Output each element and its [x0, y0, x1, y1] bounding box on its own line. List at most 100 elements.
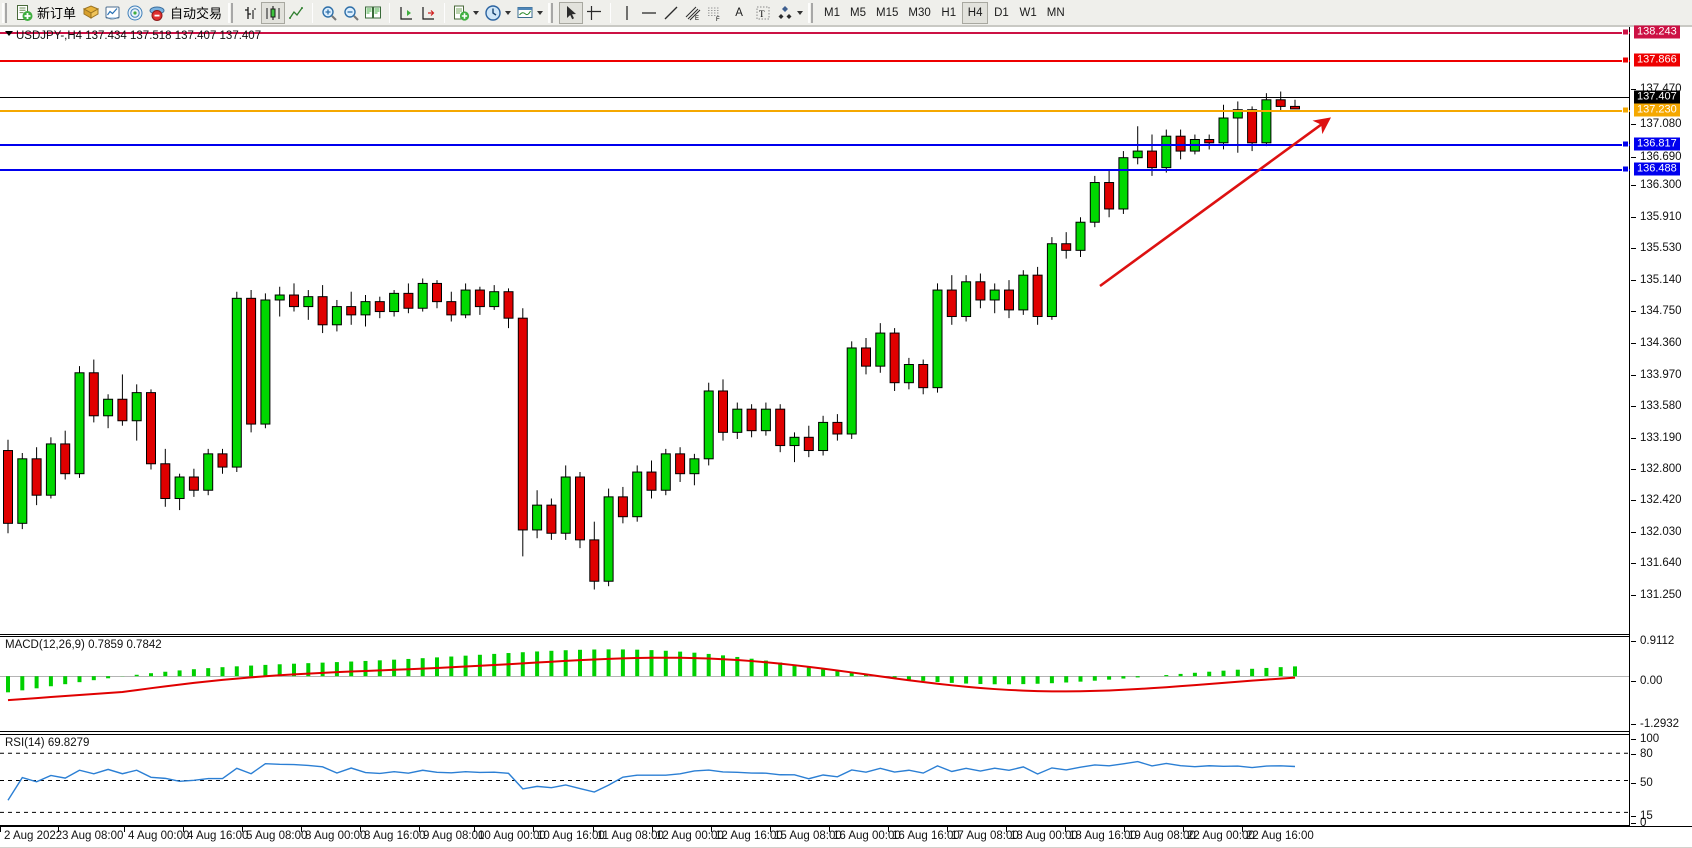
candle [160, 448, 171, 507]
templates-icon[interactable] [514, 2, 536, 24]
time-tick-mark [593, 826, 594, 832]
price-tick-mark [1631, 823, 1636, 824]
macd-scale-label: 0.00 [1640, 675, 1663, 687]
toolbar-separator [312, 2, 314, 23]
price-tick-mark [1631, 89, 1636, 90]
indicators-icon[interactable] [450, 2, 472, 24]
label-icon[interactable]: T [752, 2, 774, 24]
price-tick-label: 135.910 [1640, 211, 1682, 223]
timeframe-m30-button[interactable]: M30 [908, 6, 931, 19]
timeframe-h1-button[interactable]: H1 [941, 6, 957, 19]
candle [474, 286, 485, 315]
timeframe-d1-button[interactable]: D1 [994, 6, 1009, 19]
text-icon[interactable]: A [735, 6, 743, 19]
timeframe-m1-button[interactable]: M1 [824, 6, 841, 19]
tile-windows-icon[interactable] [362, 2, 384, 24]
timeframe-w1-button[interactable]: W1 [1019, 6, 1037, 19]
candlestick-chart-icon[interactable] [261, 1, 286, 24]
price-level-label[interactable]: 137.866 [1634, 53, 1680, 67]
timeframe-m15-button[interactable]: M15 [876, 6, 899, 19]
time-tick-mark [947, 826, 948, 832]
price-level-label[interactable]: 136.817 [1634, 137, 1680, 151]
hline-icon[interactable] [638, 2, 660, 24]
toolbar-grip[interactable] [2, 2, 9, 23]
price-level-label[interactable]: 136.488 [1634, 162, 1680, 176]
new-order-icon[interactable] [13, 2, 35, 24]
auto-scroll-icon[interactable] [417, 2, 439, 24]
shapes-icon[interactable] [774, 2, 796, 24]
candle [246, 290, 257, 433]
candle [60, 430, 71, 480]
chart-canvas[interactable]: USDJPY-,H4 137.434 137.518 137.407 137.4… [0, 25, 1692, 848]
indicators-dropdown-caret[interactable] [473, 11, 480, 15]
period-icon[interactable] [482, 2, 504, 24]
price-tick-mark [1631, 157, 1636, 158]
macd-panel[interactable]: MACD(12,26,9) 0.7859 0.7842 [0, 636, 1630, 732]
price-level-label[interactable]: 137.230 [1634, 103, 1680, 117]
time-tick-mark [419, 826, 420, 832]
equidistant-channel-icon[interactable]: E [682, 2, 704, 24]
candle [832, 414, 843, 441]
candle [303, 290, 314, 320]
price-level-label[interactable]: 137.407 [1634, 90, 1680, 104]
time-tick-mark [533, 826, 534, 832]
crosshair-icon[interactable] [583, 2, 605, 24]
candle [903, 357, 914, 390]
candle [1218, 104, 1229, 150]
period-dropdown-caret[interactable] [505, 11, 512, 15]
cursor-icon[interactable] [559, 1, 584, 24]
candle [417, 278, 428, 312]
candle [1275, 91, 1286, 112]
chart-collapse-icon[interactable] [5, 31, 13, 36]
book-icon[interactable] [80, 2, 102, 24]
price-tick-label: 133.580 [1640, 400, 1682, 412]
candle [346, 291, 357, 325]
candle [660, 448, 671, 496]
price-tick-mark [1631, 469, 1636, 470]
auto-trading-label[interactable]: 自动交易 [170, 6, 223, 21]
vline-icon[interactable] [616, 2, 638, 24]
rsi-panel[interactable]: RSI(14) 69.8279 [0, 734, 1630, 826]
price-scale[interactable]: 137.470 137.080 136.690 136.300 135.910 135.5… [1630, 25, 1692, 829]
candle [846, 341, 857, 439]
price-tick-mark [1631, 739, 1636, 740]
time-tick-label: 8 Aug 16:00 [364, 830, 426, 842]
price-tick-mark [1631, 311, 1636, 312]
candle [989, 283, 1000, 314]
time-axis[interactable]: 2 Aug 2022 3 Aug 08:00 4 Aug 00:00 4 Aug 16… [0, 826, 1692, 848]
candle [775, 404, 786, 453]
candle [1032, 266, 1043, 325]
timeframe-h4-button[interactable]: H4 [961, 1, 989, 24]
candle [203, 448, 214, 496]
fibonacci-icon[interactable]: F [704, 2, 726, 24]
trendline-icon[interactable] [660, 2, 682, 24]
timeframes-grip[interactable] [808, 2, 816, 23]
candle [789, 432, 800, 463]
candle [74, 366, 85, 478]
terminal-icon[interactable] [102, 2, 124, 24]
time-tick-label: 11 Aug 08:00 [597, 830, 664, 842]
time-tick-label: 22 Aug 00:00 [1187, 830, 1255, 842]
timeframe-mn-button[interactable]: MN [1046, 6, 1065, 19]
shapes-dropdown-caret[interactable] [797, 11, 804, 15]
candle [532, 490, 543, 539]
rsi-scale-label: 80 [1640, 748, 1653, 760]
candle [861, 338, 871, 375]
templates-dropdown-caret[interactable] [537, 11, 544, 15]
chart-shift-icon[interactable] [395, 2, 417, 24]
price-level-label[interactable]: 138.243 [1634, 25, 1680, 39]
drawing-tools-grip[interactable] [548, 2, 556, 23]
timeframe-m5-button[interactable]: M5 [850, 6, 867, 19]
line-chart-icon[interactable] [285, 2, 307, 24]
time-tick-mark [770, 826, 771, 832]
candle [1075, 217, 1086, 257]
price-panel[interactable] [0, 27, 1630, 635]
auto-trading-icon[interactable] [146, 2, 168, 24]
new-order-label[interactable]: 新订单 [37, 6, 77, 21]
candle [1018, 270, 1029, 315]
chart-tools-grip[interactable] [228, 2, 236, 23]
zoom-out-icon[interactable] [340, 2, 362, 24]
navigator-icon[interactable] [124, 2, 146, 24]
zoom-in-icon[interactable] [318, 2, 340, 24]
bar-chart-icon[interactable] [239, 2, 261, 24]
